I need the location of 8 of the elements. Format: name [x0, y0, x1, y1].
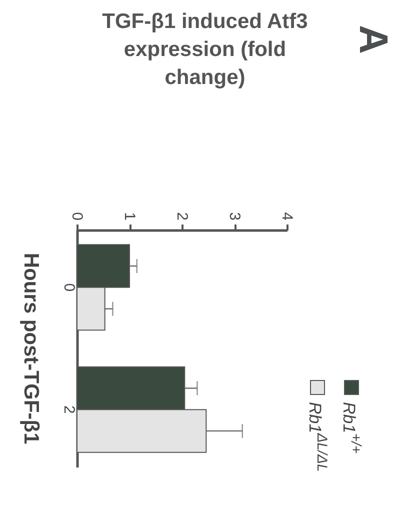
x-tick-label: 2: [174, 212, 190, 220]
text: A: [350, 25, 395, 54]
text: TGF-β1 induced Atf3 expression (fold change): [101, 9, 309, 91]
y-axis-title: Hours post-TGF-β1: [20, 252, 42, 444]
x-tick-label: 0: [68, 212, 86, 220]
x-tick-label: 1: [121, 212, 138, 220]
x-tick-label: 4: [278, 212, 296, 220]
x-tick-label: 3: [226, 212, 243, 220]
